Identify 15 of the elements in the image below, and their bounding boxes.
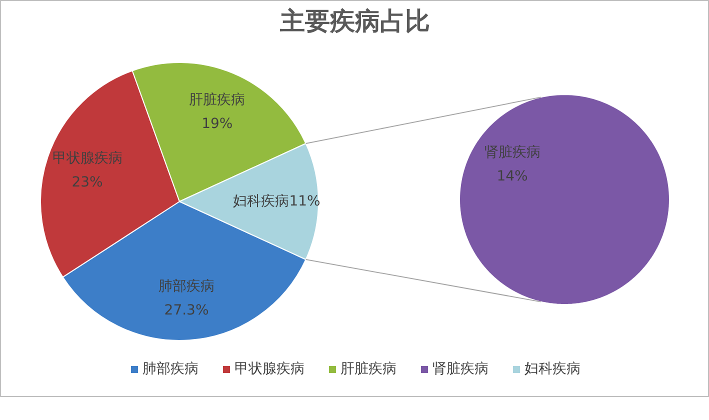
data-label: 14%	[496, 168, 528, 184]
data-label: 23%	[72, 174, 103, 190]
slice-label: 肾脏疾病	[484, 144, 540, 160]
legend-label: 肝脏疾病	[340, 360, 396, 378]
slice-label: 肺部疾病	[158, 278, 215, 295]
category-label: 妇科疾病11%	[233, 194, 320, 210]
slice-label: 甲状腺疾病	[52, 150, 122, 166]
slice-label: 肝脏疾病	[189, 92, 246, 108]
data-label: 27.3%	[164, 302, 209, 319]
data-label: 19%	[202, 116, 233, 132]
legend-label: 妇科疾病	[524, 360, 580, 378]
legend-label: 肾脏疾病	[432, 360, 488, 378]
chart-title: 主要疾病占比	[279, 8, 430, 36]
legend-label: 肺部疾病	[142, 360, 198, 378]
legend-label: 甲状腺疾病	[234, 360, 304, 378]
